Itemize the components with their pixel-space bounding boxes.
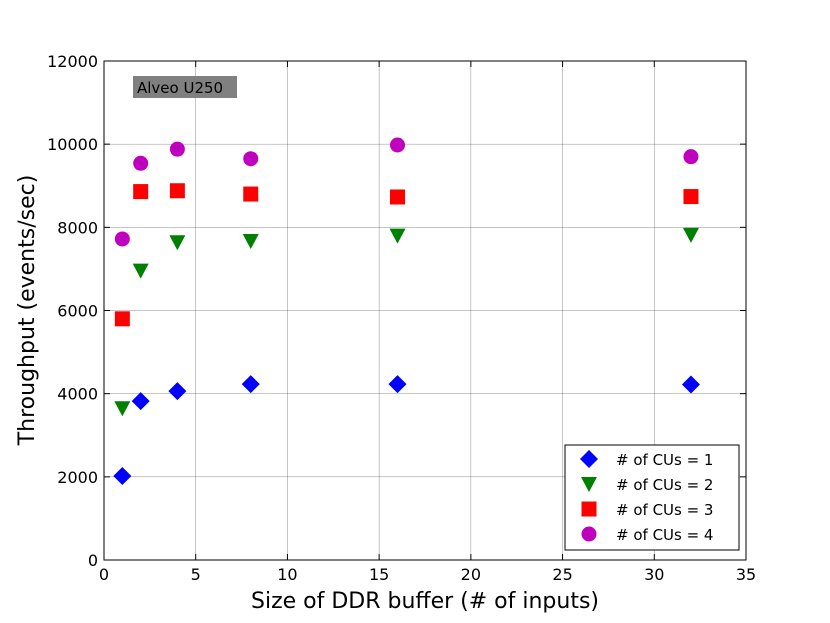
data-point-cu4 [389, 137, 405, 153]
data-point-cu4 [169, 141, 185, 157]
data-point-cu1 [131, 392, 150, 411]
x-tick-label: 10 [277, 565, 297, 584]
data-point-cu3 [133, 184, 149, 200]
legend-label-cu1: # of CUs = 1 [616, 451, 713, 469]
legend-marker-cu2 [581, 477, 597, 492]
data-point-cu4 [133, 155, 149, 171]
data-point-cu2 [132, 263, 149, 279]
data-point-cu1 [681, 375, 700, 394]
y-tick-label: 4000 [57, 385, 98, 404]
data-point-cu4 [243, 151, 259, 167]
data-point-cu3 [114, 311, 130, 327]
data-point-cu2 [389, 228, 406, 244]
legend: # of CUs = 1 # of CUs = 2 # of CUs = 3 #… [564, 444, 740, 551]
legend-markers [580, 450, 598, 542]
legend-marker-cu1 [580, 450, 598, 468]
data-point-cu2 [169, 235, 186, 251]
data-point-cu3 [683, 189, 699, 205]
x-axis-label: Size of DDR buffer (# of inputs) [251, 589, 599, 614]
data-points [113, 137, 700, 486]
x-tick-label: 5 [191, 565, 201, 584]
x-tick-label: 35 [736, 565, 756, 584]
data-point-cu2 [682, 227, 699, 243]
data-point-cu1 [168, 382, 187, 401]
y-axis-label: Throughput (events/sec) [15, 175, 40, 447]
legend-marker-cu4 [581, 526, 597, 542]
y-tick-label: 0 [88, 551, 98, 570]
y-tick-label: 2000 [57, 468, 98, 487]
plot-frame [103, 60, 747, 561]
annotation-box [133, 76, 237, 98]
data-point-cu1 [388, 375, 407, 394]
legend-label-cu4: # of CUs = 4 [616, 526, 713, 544]
legend-label-cu3: # of CUs = 3 [616, 501, 713, 519]
data-point-cu1 [113, 467, 132, 486]
annotation: Alveo U250 [133, 76, 237, 98]
data-point-cu2 [114, 401, 131, 417]
data-point-cu3 [169, 183, 185, 199]
data-point-cu3 [389, 189, 405, 205]
y-tick-label: 12000 [47, 52, 98, 71]
data-point-cu4 [683, 149, 699, 165]
x-tick-label: 30 [644, 565, 664, 584]
axis-ticks: 0 5 10 15 20 25 30 35 0 2000 4000 6000 8000 10000 1200… [47, 52, 756, 584]
data-point-cu3 [243, 186, 259, 202]
x-tick-label: 0 [99, 565, 109, 584]
legend-marker-cu3 [581, 501, 597, 517]
y-tick-label: 10000 [47, 135, 98, 154]
legend-label-cu2: # of CUs = 2 [616, 476, 713, 494]
annotation-text: Alveo U250 [137, 79, 223, 97]
y-tick-label: 8000 [57, 218, 98, 237]
x-tick-label: 25 [552, 565, 572, 584]
data-point-cu4 [114, 231, 130, 247]
data-point-cu1 [241, 375, 260, 394]
data-point-cu2 [242, 234, 259, 250]
x-tick-label: 15 [369, 565, 389, 584]
y-tick-label: 6000 [57, 302, 98, 321]
x-tick-label: 20 [461, 565, 481, 584]
